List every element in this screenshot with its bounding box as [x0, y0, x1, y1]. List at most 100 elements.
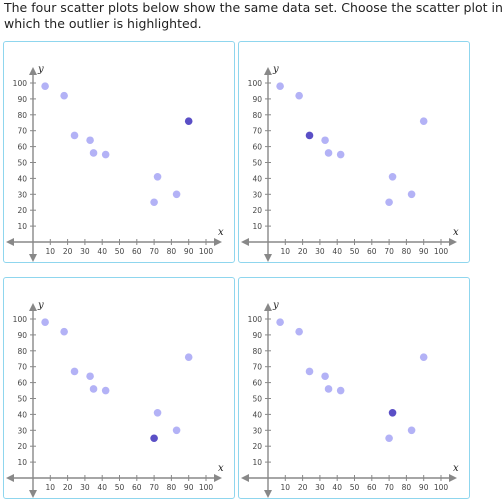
x-tick-label: 10 — [46, 247, 56, 256]
data-point — [101, 150, 110, 159]
y-tick-label: 10 — [252, 222, 262, 231]
data-point — [388, 173, 397, 181]
x-tick-label: 40 — [332, 483, 342, 492]
x-tick-label: 100 — [199, 483, 214, 492]
x-axis-label: x — [453, 463, 459, 474]
y-tick-label: 10 — [17, 222, 27, 231]
y-tick-label: 20 — [17, 206, 27, 215]
x-tick-label: 90 — [184, 483, 194, 492]
x-axis-arrow-right — [449, 238, 457, 246]
data-point — [172, 190, 181, 199]
x-tick-label: 50 — [115, 247, 125, 256]
y-tick-label: 20 — [252, 206, 262, 215]
x-tick-label: 80 — [167, 247, 177, 256]
x-tick-label: 70 — [384, 247, 394, 256]
x-tick-label: 60 — [132, 483, 142, 492]
x-tick-label: 100 — [199, 247, 214, 256]
y-axis-arrow-up — [264, 303, 272, 311]
y-tick-label: 100 — [13, 79, 28, 88]
x-axis-arrow-left — [6, 238, 14, 246]
data-point — [295, 91, 303, 100]
y-tick-label: 80 — [17, 347, 27, 356]
data-point — [60, 327, 68, 336]
y-axis-label: y — [272, 300, 279, 311]
x-tick-label: 20 — [298, 247, 308, 256]
data-point — [324, 385, 333, 393]
y-tick-label: 20 — [17, 442, 27, 451]
y-axis-arrow-up — [29, 303, 37, 311]
data-point — [153, 409, 162, 417]
y-axis-arrow-up — [29, 67, 37, 75]
x-tick-label: 40 — [332, 247, 342, 256]
data-point — [321, 136, 329, 145]
y-tick-label: 30 — [17, 190, 27, 199]
y-tick-label: 60 — [252, 143, 262, 152]
data-point — [336, 150, 345, 159]
y-axis-label: y — [37, 64, 44, 75]
scatter-plot-c: 10 20 30 40 50 60 70 80 90 100 10 20 30 40 50 60 70 80 90 1… — [6, 300, 224, 498]
data-point — [41, 82, 49, 90]
y-tick-label: 90 — [17, 331, 27, 340]
x-axis-arrow-left — [6, 474, 14, 482]
y-tick-label: 10 — [17, 458, 27, 467]
data-point — [150, 198, 158, 207]
x-axis-arrow-right — [214, 474, 222, 482]
data-point — [407, 190, 416, 199]
data-point — [86, 136, 94, 145]
data-point — [385, 198, 393, 207]
x-tick-label: 100 — [434, 483, 449, 492]
data-point — [407, 426, 416, 435]
y-axis-arrow-up — [264, 67, 272, 75]
answer-choice-d[interactable]: 10 20 30 40 50 60 70 80 90 100 10 20 30 40 50 60 70 80 90 1… — [238, 277, 470, 499]
answer-choice-a[interactable]: 10 20 30 40 50 60 70 80 90 100 10 20 30 40 50 60 70 80 90 1… — [3, 41, 235, 263]
y-axis-arrow-down — [264, 490, 272, 498]
y-tick-label: 40 — [17, 174, 27, 183]
x-tick-label: 10 — [281, 247, 291, 256]
y-axis-label: y — [37, 300, 44, 311]
x-tick-label: 20 — [63, 247, 73, 256]
x-tick-label: 90 — [419, 483, 429, 492]
x-tick-label: 30 — [80, 483, 90, 492]
y-tick-label: 100 — [248, 79, 263, 88]
x-axis-arrow-left — [241, 474, 249, 482]
answer-choice-b[interactable]: 10 20 30 40 50 60 70 80 90 100 10 20 30 40 50 60 70 80 90 1… — [238, 41, 470, 263]
y-tick-label: 50 — [17, 159, 27, 168]
x-tick-label: 10 — [281, 483, 291, 492]
question-prompt: The four scatter plots below show the sa… — [4, 0, 503, 31]
y-tick-label: 50 — [252, 159, 262, 168]
y-tick-label: 40 — [252, 174, 262, 183]
data-point — [70, 131, 79, 140]
x-tick-label: 50 — [350, 247, 360, 256]
x-tick-label: 60 — [367, 483, 377, 492]
y-tick-label: 40 — [252, 410, 262, 419]
data-point — [419, 117, 428, 125]
y-tick-label: 70 — [252, 363, 262, 372]
x-axis-label: x — [218, 463, 224, 474]
y-tick-label: 70 — [17, 127, 27, 136]
data-point — [321, 372, 329, 381]
x-axis-label: x — [453, 227, 459, 238]
data-point — [324, 149, 333, 157]
y-axis-arrow-down — [264, 254, 272, 262]
x-tick-label: 100 — [434, 247, 449, 256]
answer-choice-c[interactable]: 10 20 30 40 50 60 70 80 90 100 10 20 30 40 50 60 70 80 90 1… — [3, 277, 235, 499]
x-tick-label: 90 — [419, 247, 429, 256]
y-tick-label: 60 — [17, 143, 27, 152]
x-tick-label: 30 — [80, 247, 90, 256]
data-point — [184, 353, 193, 361]
x-axis-arrow-right — [449, 474, 457, 482]
y-tick-label: 30 — [252, 426, 262, 435]
data-point — [305, 367, 314, 376]
x-tick-label: 10 — [46, 483, 56, 492]
y-tick-label: 80 — [252, 111, 262, 120]
data-point — [385, 434, 393, 443]
data-point — [101, 386, 110, 395]
y-tick-label: 30 — [17, 426, 27, 435]
scatter-plot-d: 10 20 30 40 50 60 70 80 90 100 10 20 30 40 50 60 70 80 90 1… — [241, 300, 459, 498]
data-point — [86, 372, 94, 381]
x-axis-arrow-left — [241, 238, 249, 246]
y-tick-label: 90 — [252, 331, 262, 340]
y-tick-label: 80 — [17, 111, 27, 120]
data-point — [153, 173, 162, 181]
data-point — [336, 386, 345, 395]
